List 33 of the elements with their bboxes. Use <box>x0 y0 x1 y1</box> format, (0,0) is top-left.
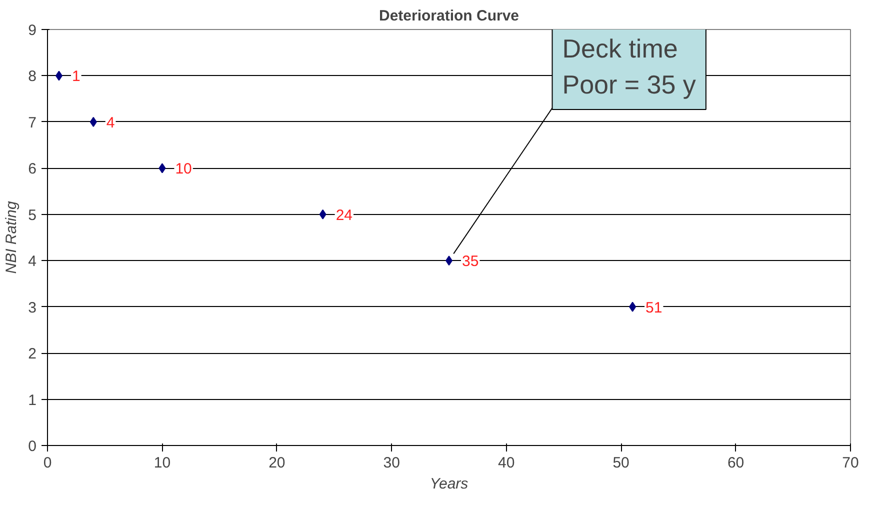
x-tick-label: 0 <box>43 454 52 472</box>
y-tick-label: 5 <box>28 206 36 224</box>
x-tick-label: 70 <box>842 454 859 472</box>
annotation: 4 <box>106 114 115 132</box>
x-axis-title: Years <box>430 476 469 492</box>
annotation: 10 <box>175 160 192 178</box>
x-tick-label: 10 <box>154 454 171 472</box>
y-tick-label: 7 <box>28 114 36 132</box>
y-tick-label: 6 <box>28 160 36 178</box>
annotation: Deck time Poor = 35 y <box>562 33 696 100</box>
annotation: 24 <box>336 206 352 224</box>
annotation: 1 <box>72 68 80 86</box>
point <box>158 163 166 174</box>
point <box>90 116 97 127</box>
y-tick-label: 1 <box>28 392 36 409</box>
x-tick-label: 30 <box>383 454 400 472</box>
y-tick-label: 0 <box>28 438 36 455</box>
x-tick-label: 50 <box>612 454 630 472</box>
y-tick-label: 3 <box>28 299 36 316</box>
chart-title: Deterioration Curve <box>378 8 520 24</box>
x-tick-label: 40 <box>498 454 515 472</box>
point <box>55 70 62 81</box>
x-tick-label: 60 <box>727 454 744 472</box>
annotation: 35 <box>462 253 479 270</box>
x-tick-label: 20 <box>268 454 286 472</box>
y-tick-label: 2 <box>28 346 36 363</box>
y-tick-label: 8 <box>28 68 36 86</box>
annotation: 51 <box>646 299 662 316</box>
y-axis-title: NBI Rating <box>3 200 20 274</box>
y-tick-label: 9 <box>28 22 36 39</box>
y-tick-label: 4 <box>28 253 36 270</box>
point <box>319 209 326 220</box>
point <box>629 302 636 312</box>
